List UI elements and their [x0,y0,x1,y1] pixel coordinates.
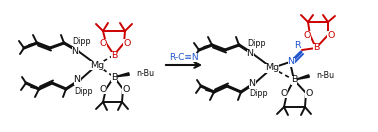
Text: O: O [305,88,313,98]
Text: O: O [280,88,288,98]
Polygon shape [294,75,309,80]
Text: R: R [294,41,300,50]
Polygon shape [114,73,129,77]
Text: O: O [99,39,107,48]
Text: O: O [122,84,130,93]
Text: B: B [111,72,117,81]
Text: Mg: Mg [90,60,104,70]
Text: n-Bu: n-Bu [136,69,154,77]
Text: N: N [73,76,81,84]
Text: O: O [327,30,335,39]
Text: Dipp: Dipp [75,86,93,95]
Text: B: B [313,44,319,53]
Text: Dipp: Dipp [73,37,91,46]
Text: O: O [303,30,311,39]
Text: n-Bu: n-Bu [316,70,334,79]
Text: R-C≡N: R-C≡N [169,53,199,62]
Text: B: B [291,76,297,84]
Text: N: N [288,58,294,67]
Text: N: N [71,46,79,55]
Text: O: O [123,39,131,48]
Text: N: N [246,50,254,58]
Text: Dipp: Dipp [248,39,266,48]
Text: Dipp: Dipp [250,89,268,98]
Text: Mg: Mg [265,63,279,72]
Text: N: N [248,79,256,88]
Text: O: O [99,84,107,93]
Text: B: B [111,51,117,60]
